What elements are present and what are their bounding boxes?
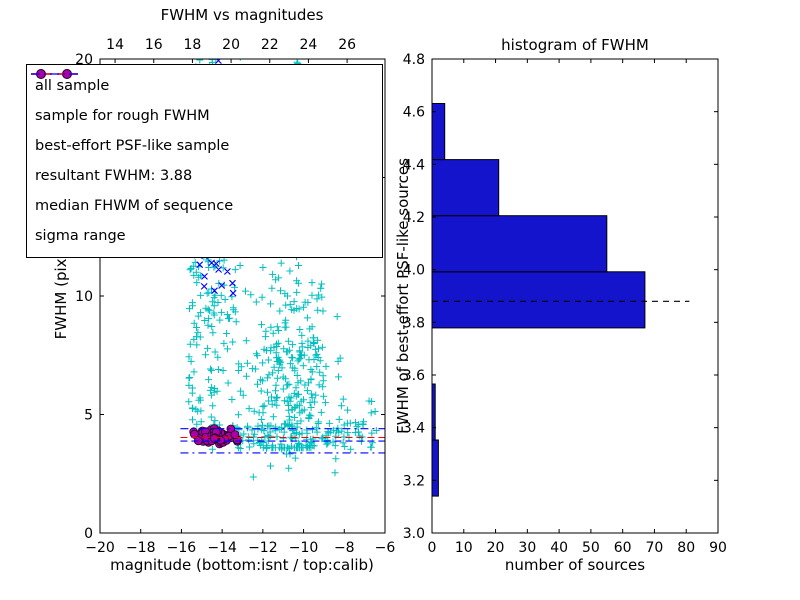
svg-text:30: 30 bbox=[518, 540, 536, 556]
svg-text:−10: −10 bbox=[289, 540, 319, 556]
scatter-point-psf bbox=[189, 429, 199, 439]
histogram-bar bbox=[431, 271, 646, 329]
svg-text:4.6: 4.6 bbox=[403, 105, 425, 121]
left-plot-data bbox=[180, 59, 385, 481]
svg-text:50: 50 bbox=[582, 540, 600, 556]
svg-text:4.2: 4.2 bbox=[403, 210, 425, 226]
svg-text:5: 5 bbox=[84, 408, 93, 424]
legend-item-sigma-range: sigma range bbox=[31, 73, 374, 251]
legend-item-psf-sample: best-effort PSF-like sample bbox=[35, 69, 374, 161]
svg-text:60: 60 bbox=[614, 540, 632, 556]
svg-text:−20: −20 bbox=[85, 540, 115, 556]
svg-text:20: 20 bbox=[222, 37, 240, 53]
scatter-point-psf bbox=[230, 430, 240, 440]
dashdot-line-icon bbox=[31, 73, 81, 75]
svg-text:−6: −6 bbox=[375, 540, 396, 556]
svg-text:4.8: 4.8 bbox=[403, 52, 425, 68]
svg-text:20: 20 bbox=[487, 540, 505, 556]
histogram-bar bbox=[431, 159, 500, 217]
right-plot-xlabel: number of sources bbox=[504, 556, 646, 574]
svg-text:18: 18 bbox=[184, 37, 202, 53]
legend-label: sample for rough FWHM bbox=[35, 108, 210, 124]
legend-item-rough-fwhm: sample for rough FWHM bbox=[35, 70, 374, 131]
svg-text:4.0: 4.0 bbox=[403, 263, 425, 279]
svg-text:3.4: 3.4 bbox=[403, 421, 425, 437]
legend-label: resultant FWHM: 3.88 bbox=[35, 168, 193, 184]
svg-text:10: 10 bbox=[75, 289, 93, 305]
svg-text:26: 26 bbox=[338, 37, 356, 53]
svg-text:3.0: 3.0 bbox=[403, 526, 425, 542]
svg-text:80: 80 bbox=[677, 540, 695, 556]
svg-text:14: 14 bbox=[106, 37, 124, 53]
svg-text:0: 0 bbox=[428, 540, 437, 556]
svg-text:16: 16 bbox=[145, 37, 163, 53]
legend-label: best-effort PSF-like sample bbox=[35, 138, 230, 154]
legend-label: sigma range bbox=[35, 228, 126, 244]
histogram-bar bbox=[431, 215, 608, 273]
svg-text:−12: −12 bbox=[248, 540, 278, 556]
svg-text:70: 70 bbox=[646, 540, 664, 556]
legend-item-resultant-fwhm: resultant FWHM: 3.88 bbox=[31, 73, 374, 191]
svg-text:−16: −16 bbox=[167, 540, 197, 556]
left-plot-xlabel: magnitude (bottom:isnt / top:calib) bbox=[110, 556, 374, 574]
svg-text:3.2: 3.2 bbox=[403, 473, 425, 489]
svg-text:22: 22 bbox=[261, 37, 279, 53]
histogram-bars bbox=[431, 103, 690, 497]
svg-text:−8: −8 bbox=[334, 540, 355, 556]
legend-item-median-fwhm: median FHWM of sequence bbox=[31, 73, 374, 221]
scatter-point-psf bbox=[209, 433, 219, 443]
svg-text:10: 10 bbox=[455, 540, 473, 556]
left-plot-ylabel: FWHM (pix) bbox=[52, 252, 70, 340]
left-plot-title: FWHM vs magnitudes bbox=[160, 6, 324, 24]
svg-text:3.6: 3.6 bbox=[403, 368, 425, 384]
svg-text:−18: −18 bbox=[126, 540, 156, 556]
svg-text:40: 40 bbox=[550, 540, 568, 556]
right-plot-ylabel: FWHM of best-effort PSF-like sources bbox=[394, 158, 412, 434]
legend-label: median FHWM of sequence bbox=[35, 198, 234, 214]
svg-text:−14: −14 bbox=[207, 540, 237, 556]
histogram-bar bbox=[431, 439, 439, 497]
svg-text:4.4: 4.4 bbox=[403, 157, 425, 173]
legend-label: all sample bbox=[35, 78, 110, 94]
svg-text:0: 0 bbox=[84, 526, 93, 542]
svg-text:90: 90 bbox=[709, 540, 727, 556]
right-plot-title: histogram of FWHM bbox=[501, 36, 649, 54]
svg-text:3.8: 3.8 bbox=[403, 315, 425, 331]
legend: all sample sample for rough FWHM best-ef… bbox=[26, 64, 383, 258]
svg-text:24: 24 bbox=[300, 37, 318, 53]
